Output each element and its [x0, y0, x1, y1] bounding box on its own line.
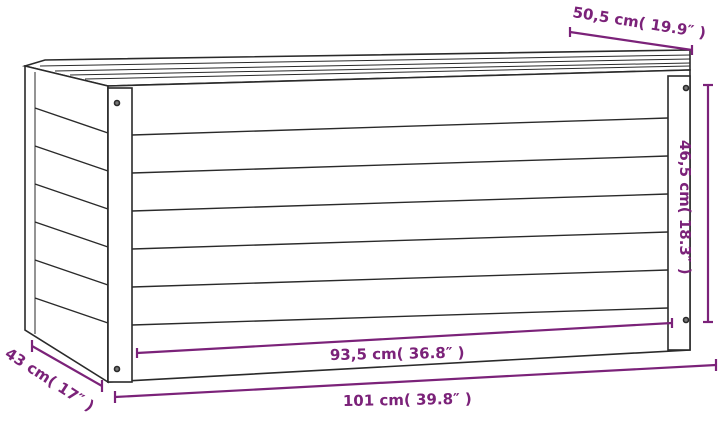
front-slats	[131, 117, 669, 326]
side-slat-gap	[34, 297, 109, 324]
screw	[113, 365, 121, 373]
screw	[682, 84, 690, 92]
dim-line-total-width	[114, 363, 717, 399]
lid-slats	[39, 54, 691, 80]
right-post	[667, 75, 691, 351]
side-slats	[34, 107, 109, 324]
front-slat-gap	[131, 269, 669, 288]
side-slat-gap	[34, 259, 109, 286]
front-slat-gap	[131, 231, 669, 250]
screw	[682, 316, 690, 324]
storage-box-outline	[21, 49, 691, 384]
front-slat-gap	[131, 307, 669, 326]
front-face	[107, 69, 691, 383]
side-panel	[24, 64, 109, 384]
front-slat-gap	[131, 155, 669, 174]
dim-line-depth-top	[569, 30, 693, 52]
dim-line-inner-width	[136, 321, 673, 355]
height-label: 46,5 cm( 18.3″ )	[676, 140, 694, 275]
dim-line-depth-side	[31, 345, 103, 387]
front-slat-gap	[131, 193, 669, 212]
front-slat-gap	[131, 117, 669, 136]
side-slat-gap	[34, 183, 109, 210]
total-width-label: 101 cm( 39.8″ )	[343, 390, 472, 410]
dimension-lines	[30, 27, 718, 403]
side-slat-gap	[34, 107, 109, 134]
side-slat-gap	[34, 145, 109, 172]
screw	[113, 99, 121, 107]
side-slat-gap	[34, 221, 109, 248]
inner-width-label: 93,5 cm( 36.8″ )	[330, 344, 465, 364]
left-post	[107, 87, 133, 383]
